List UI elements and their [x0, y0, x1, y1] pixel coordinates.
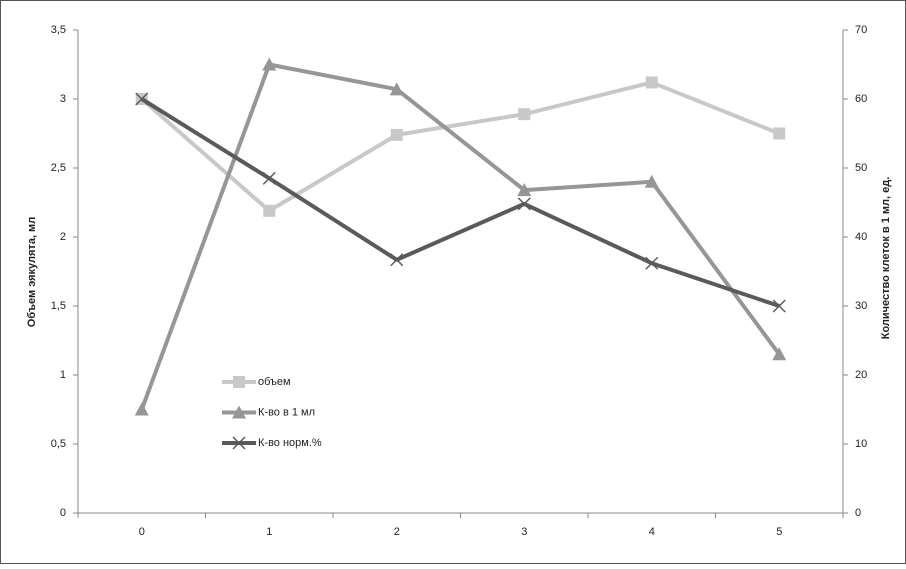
marker [263, 204, 276, 217]
y-tick-label: 2 [60, 231, 66, 243]
marker [262, 57, 277, 71]
y2-tick-label: 60 [855, 93, 867, 105]
y-tick-label: 1,5 [51, 300, 66, 312]
y-tick-label: 0,5 [51, 438, 66, 450]
y2-tick-label: 10 [855, 438, 867, 450]
x-tick-label: 2 [394, 526, 400, 538]
legend-marker [232, 405, 246, 419]
y2-tick-label: 0 [855, 507, 861, 519]
legend-label: К-во норм.% [258, 437, 322, 449]
marker [644, 174, 659, 188]
y-tick-label: 3 [60, 93, 66, 105]
marker [645, 256, 659, 270]
marker [135, 92, 149, 106]
y2-axis-label: Количество клеток в 1 мл, ед. [880, 177, 892, 340]
legend-marker [233, 376, 245, 388]
x-tick-label: 4 [649, 526, 655, 538]
marker [517, 183, 532, 197]
x-tick-label: 3 [521, 526, 527, 538]
y2-tick-label: 70 [855, 24, 867, 36]
series-line [139, 62, 781, 411]
y-tick-label: 3,5 [51, 24, 66, 36]
marker [389, 82, 404, 96]
marker [518, 108, 531, 121]
marker [772, 347, 787, 361]
y2-tick-label: 50 [855, 162, 867, 174]
marker [645, 76, 658, 89]
marker [134, 402, 149, 416]
x-tick-label: 1 [266, 526, 272, 538]
marker [517, 197, 531, 211]
y-axis-label: Объем эякулята, мл [26, 217, 38, 327]
marker [772, 299, 786, 313]
x-tick-label: 0 [139, 526, 145, 538]
y-tick-label: 1 [60, 369, 66, 381]
y2-tick-label: 40 [855, 231, 867, 243]
legend-marker [232, 436, 246, 450]
x-tick-label: 5 [776, 526, 782, 538]
legend-label: К-во в 1 мл [258, 406, 315, 418]
series-line [140, 80, 780, 213]
marker [390, 128, 403, 141]
y-tick-label: 0 [60, 507, 66, 519]
y2-tick-label: 20 [855, 369, 867, 381]
marker [262, 171, 276, 185]
marker [390, 253, 404, 267]
y2-tick-label: 30 [855, 300, 867, 312]
legend-label: объем [258, 376, 291, 388]
marker [773, 127, 786, 140]
y-tick-label: 2,5 [51, 162, 66, 174]
series-line [140, 97, 780, 308]
